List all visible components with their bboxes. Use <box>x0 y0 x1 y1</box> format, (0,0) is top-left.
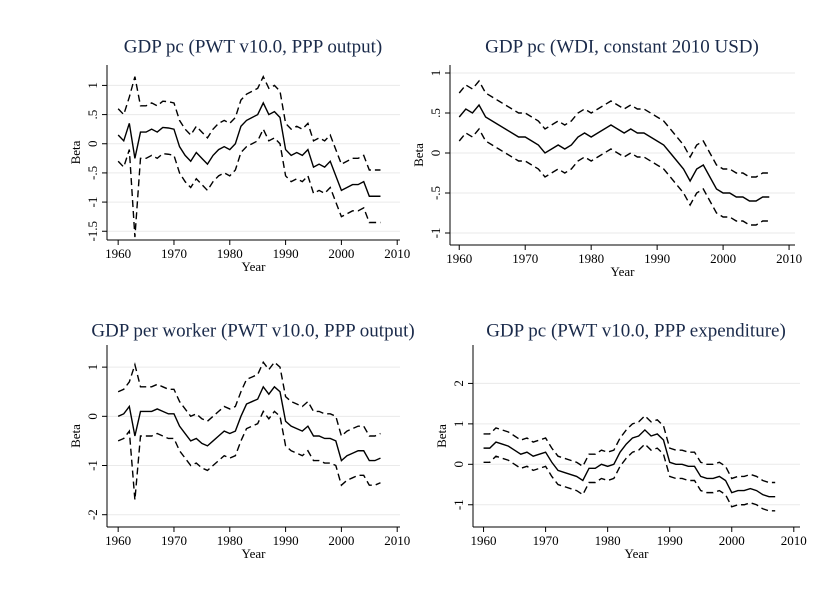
series-line <box>483 428 776 498</box>
x-axis-label: Year <box>242 259 267 274</box>
x-tick-label: 1960 <box>105 246 131 261</box>
y-tick-label: 1 <box>85 82 100 89</box>
series-line <box>483 443 776 512</box>
y-tick-label: 1 <box>428 70 443 77</box>
y-tick-label: -1 <box>85 197 100 208</box>
series-line <box>117 385 381 462</box>
x-tick-label: 2000 <box>719 533 745 548</box>
chart-title: GDP pc (PWT v10.0, PPP output) <box>124 36 382 57</box>
y-tick-label: 0 <box>85 141 100 148</box>
y-tick-label: -1 <box>85 460 100 471</box>
series-line <box>458 103 770 202</box>
x-tick-label: 2000 <box>710 251 736 266</box>
y-tick-label: 0 <box>428 150 443 157</box>
x-tick-label: 2000 <box>328 533 354 548</box>
x-tick-label: 1970 <box>161 533 187 548</box>
y-tick-label: .5 <box>85 110 100 120</box>
y-tick-label: -1 <box>451 499 466 510</box>
y-axis-label: Beta <box>434 424 449 448</box>
chart-title: GDP per worker (PWT v10.0, PPP output) <box>91 320 414 341</box>
y-tick-label: 1 <box>85 364 100 371</box>
x-tick-label: 1990 <box>273 533 299 548</box>
x-tick-label: 2010 <box>384 533 410 548</box>
chart-title: GDP pc (WDI, constant 2010 USD) <box>485 36 759 57</box>
x-tick-label: 1980 <box>578 251 604 266</box>
x-tick-label: 1960 <box>105 533 131 548</box>
y-tick-label: 1 <box>451 421 466 428</box>
y-tick-label: -.5 <box>85 166 100 180</box>
y-tick-label: -1.5 <box>85 221 100 242</box>
x-tick-label: 1960 <box>471 533 497 548</box>
x-tick-label: 1990 <box>273 246 299 261</box>
series-line <box>458 79 770 178</box>
x-axis-label: Year <box>242 546 267 561</box>
y-tick-label: -1 <box>428 228 443 239</box>
x-tick-label: 1980 <box>217 533 243 548</box>
chart-title: GDP pc (PWT v10.0, PPP expenditure) <box>486 320 786 341</box>
x-tick-label: 1990 <box>644 251 670 266</box>
x-tick-label: 2000 <box>328 246 354 261</box>
x-tick-label: 1980 <box>217 246 243 261</box>
y-tick-label: .5 <box>428 108 443 118</box>
series-line <box>483 414 776 484</box>
series-line <box>117 75 381 171</box>
y-axis-label: Beta <box>68 424 83 448</box>
x-axis-label: Year <box>611 264 636 279</box>
series-line <box>117 127 381 238</box>
x-tick-label: 1980 <box>595 533 621 548</box>
series-line <box>117 410 381 501</box>
y-tick-label: -2 <box>85 509 100 520</box>
x-tick-label: 1990 <box>657 533 683 548</box>
x-tick-label: 2010 <box>384 246 410 261</box>
x-tick-label: 2010 <box>781 533 807 548</box>
series-line <box>458 127 770 226</box>
x-tick-label: 1970 <box>512 251 538 266</box>
x-tick-label: 1960 <box>446 251 472 266</box>
y-axis-label: Beta <box>68 140 83 164</box>
x-tick-label: 1970 <box>161 246 187 261</box>
x-tick-label: 2010 <box>776 251 802 266</box>
x-tick-label: 1970 <box>533 533 559 548</box>
y-axis-label: Beta <box>411 143 426 167</box>
y-tick-label: 2 <box>451 380 466 387</box>
y-tick-label: 0 <box>451 461 466 468</box>
series-line <box>117 360 381 438</box>
series-line <box>117 101 381 197</box>
x-axis-label: Year <box>625 546 650 561</box>
y-tick-label: -.5 <box>428 186 443 200</box>
y-tick-label: 0 <box>85 413 100 420</box>
